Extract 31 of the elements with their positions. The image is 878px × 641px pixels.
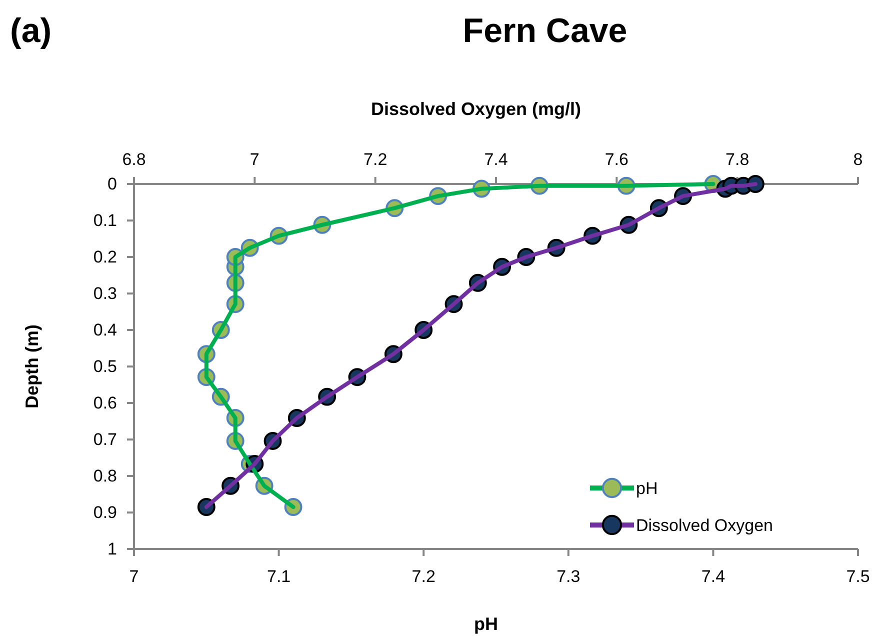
x2-axis-title: Dissolved Oxygen (mg/l) xyxy=(370,99,582,119)
y-axis-title: Depth (m) xyxy=(22,324,42,408)
y-tick-label: 0.8 xyxy=(93,466,117,486)
legend-label: Dissolved Oxygen xyxy=(636,516,774,535)
text: (a) xyxy=(10,12,52,50)
x-axis-title: pH xyxy=(474,614,498,634)
x2-tick-label: 6.8 xyxy=(122,150,146,169)
x2-tick-label: 7 xyxy=(250,150,260,169)
y-tick-label: 0.4 xyxy=(93,320,117,340)
y-tick-label: 0.5 xyxy=(93,356,117,376)
y-tick-label: 0.7 xyxy=(93,430,117,449)
y-tick-label: 1 xyxy=(108,539,117,558)
x2-tick-label: 7.4 xyxy=(484,150,508,169)
x2-tick-label: 7.6 xyxy=(604,150,628,169)
x2-tick-label: 7.8 xyxy=(726,150,750,169)
chart-title: Fern Cave xyxy=(462,12,628,50)
y-tick-label: 0.9 xyxy=(93,502,117,522)
x-tick-label: 7 xyxy=(129,567,139,586)
x-tick-label: 7.5 xyxy=(846,567,870,586)
legend-label: pH xyxy=(636,479,658,498)
y-tick-label: 0.6 xyxy=(93,393,117,412)
x2-tick-label: 8 xyxy=(853,150,863,169)
x-tick-label: 7.3 xyxy=(556,567,580,586)
y-tick-label: 0.1 xyxy=(93,210,117,230)
y-tick-label: 0.2 xyxy=(93,247,117,266)
y-tick-label: 0 xyxy=(108,174,117,194)
x-tick-label: 7.1 xyxy=(266,567,291,586)
y-tick-label: 0.3 xyxy=(93,284,117,303)
x-tick-label: 7.2 xyxy=(412,567,436,586)
x-tick-label: 7.4 xyxy=(701,567,726,586)
x2-tick-label: 7.2 xyxy=(364,150,388,169)
